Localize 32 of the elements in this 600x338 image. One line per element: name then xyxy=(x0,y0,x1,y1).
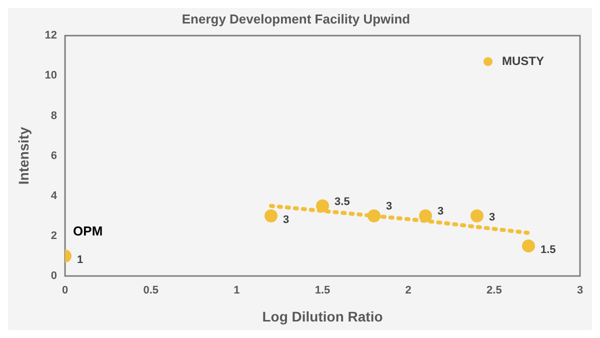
x-tick-label: 2.5 xyxy=(486,284,502,297)
x-tick-label: 0.5 xyxy=(143,284,159,297)
point xyxy=(522,239,536,252)
x-tick-label: 0 xyxy=(62,284,68,297)
y-tick-label: 10 xyxy=(44,70,58,82)
legend-label: MUSTY xyxy=(502,54,544,68)
y-tick-label: 12 xyxy=(44,30,58,42)
point xyxy=(470,209,484,222)
x-tick-label: 1.5 xyxy=(314,284,330,297)
y-tick-label: 8 xyxy=(50,110,58,122)
annotation: OPM xyxy=(73,224,103,239)
data-label: 1 xyxy=(77,254,84,266)
y-tick-label: 4 xyxy=(50,190,58,202)
data-label: 3 xyxy=(283,214,290,226)
data-label: 3 xyxy=(386,200,392,212)
point xyxy=(419,209,432,222)
data-label: 3.5 xyxy=(334,196,350,208)
y-tick-label: 6 xyxy=(50,150,58,162)
point xyxy=(368,209,381,222)
data-label: 3 xyxy=(438,206,444,218)
y-tick-label: 2 xyxy=(50,230,58,242)
point xyxy=(316,199,330,212)
data-label: 3 xyxy=(489,212,496,224)
point xyxy=(264,209,278,222)
y-tick-label: 0 xyxy=(50,270,58,282)
x-tick-label: 3 xyxy=(576,284,584,297)
x-tick-label: 2 xyxy=(405,284,412,297)
data-label: 1.5 xyxy=(540,244,556,256)
chart-title: Energy Development Facility Upwind xyxy=(182,11,410,26)
x-tick-label: 1 xyxy=(234,284,240,297)
x-axis-title: Log Dilution Ratio xyxy=(262,308,383,324)
y-axis-title: Intensity xyxy=(15,126,32,185)
